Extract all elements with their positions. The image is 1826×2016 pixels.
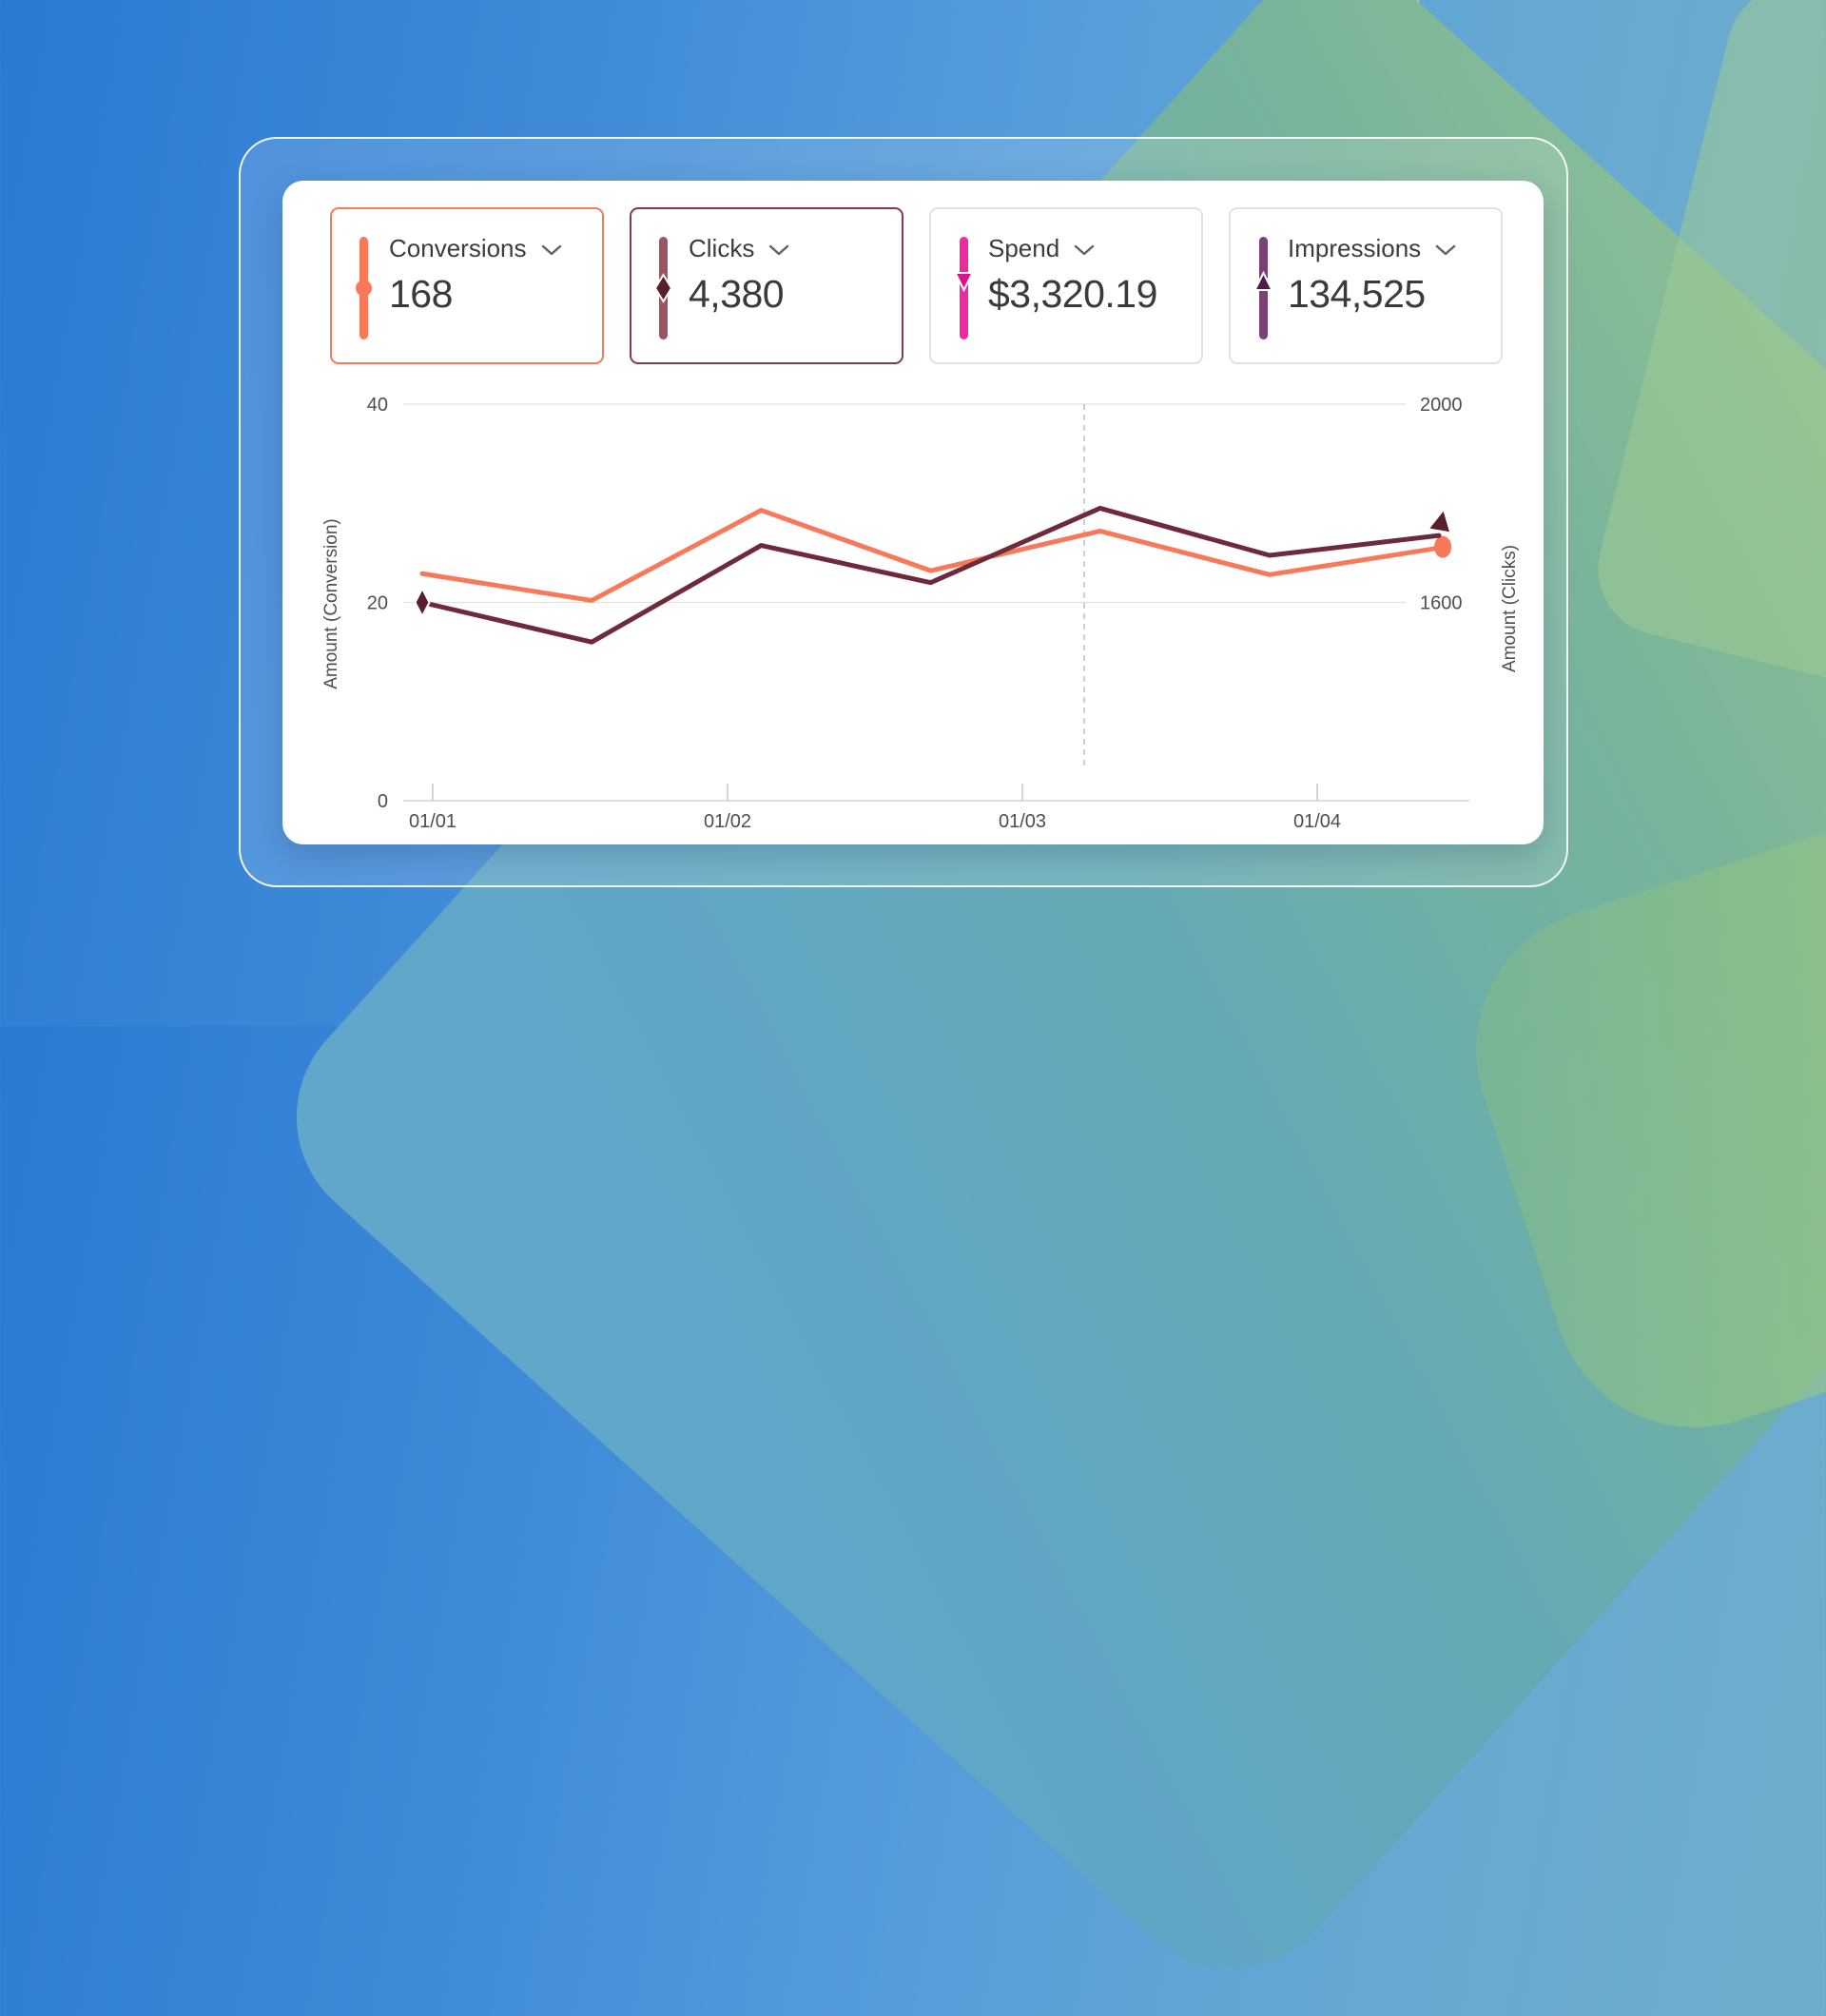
metric-label: Clicks	[689, 234, 755, 262]
triangle-down-marker-icon	[955, 237, 973, 339]
dashboard-card: Conversions 168 Clicks 4,380	[282, 181, 1544, 844]
metric-card-spend[interactable]: Spend $3,320.19	[929, 207, 1203, 364]
right-axis-tick-label: 1600	[1420, 593, 1463, 614]
circle-marker-icon	[356, 237, 372, 339]
x-axis-tick-label: 01/01	[409, 811, 456, 832]
metric-card-impressions[interactable]: Impressions 134,525	[1229, 207, 1503, 364]
x-axis-tick-label: 01/04	[1293, 811, 1341, 832]
diamond-marker-icon	[655, 237, 671, 339]
metric-card-clicks[interactable]: Clicks 4,380	[630, 207, 903, 364]
metric-label: Spend	[988, 234, 1060, 262]
metric-value: 4,380	[689, 272, 785, 316]
right-axis-title: Amount (Clicks)	[1500, 545, 1520, 672]
diamond-marker-icon	[414, 586, 431, 619]
left-axis-tick-label: 0	[378, 791, 388, 812]
metric-card-conversions[interactable]: Conversions 168	[330, 207, 604, 364]
left-axis-tick-label: 40	[367, 395, 388, 416]
chevron-down-icon[interactable]	[768, 244, 789, 256]
x-axis-tick-label: 01/03	[999, 811, 1046, 832]
metric-label: Conversions	[389, 234, 527, 262]
metric-value: 134,525	[1288, 272, 1426, 316]
line-chart: 40 20 0 2000 1600 01/01 01/02 01/03 01/04 Amount …	[321, 395, 1520, 832]
right-axis-tick-label: 2000	[1420, 395, 1463, 416]
chevron-down-icon[interactable]	[1074, 244, 1095, 256]
metric-value: 168	[389, 272, 453, 316]
metric-label: Impressions	[1288, 234, 1422, 262]
metric-value: $3,320.19	[988, 272, 1157, 316]
series-line-clicks	[419, 505, 1442, 645]
x-axis-tick-label: 01/02	[704, 811, 751, 832]
chevron-down-icon[interactable]	[541, 244, 562, 256]
arrow-up-marker-icon	[1427, 508, 1452, 534]
series-line-conversions	[419, 508, 1442, 603]
left-axis-tick-label: 20	[367, 593, 388, 614]
circle-marker-icon	[1434, 535, 1452, 558]
left-axis-title: Amount (Conversion)	[321, 518, 341, 689]
chevron-down-icon[interactable]	[1435, 244, 1456, 256]
triangle-up-marker-icon	[1254, 237, 1272, 339]
